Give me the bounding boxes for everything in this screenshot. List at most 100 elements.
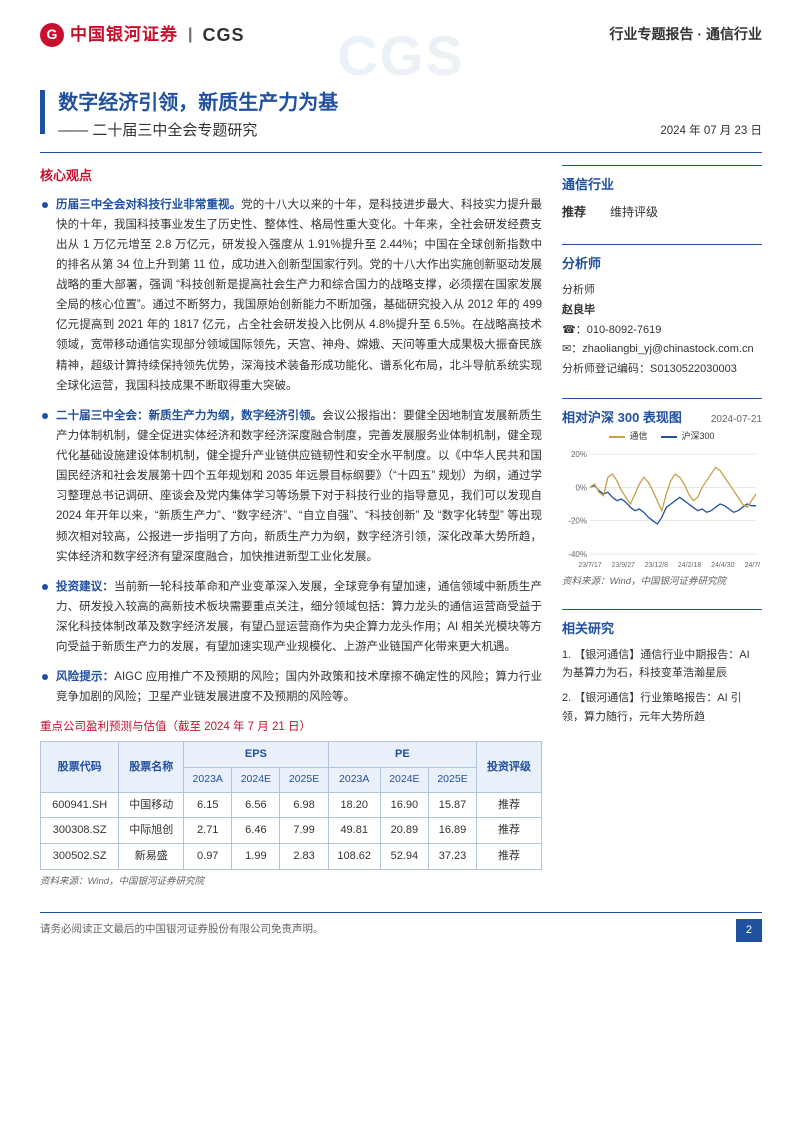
table-cell: 18.20 — [328, 792, 380, 818]
table-cell: 1.99 — [232, 844, 280, 870]
table-source: 资料来源：Wind，中国银河证券研究院 — [40, 874, 542, 890]
table-cell: 6.46 — [232, 818, 280, 844]
main-title: 数字经济引领，新质生产力为基 — [58, 90, 338, 116]
chart-svg: 20% 0% -20% -40% 23/7/17 23/9/27 23/12/8 24/2/1… — [562, 450, 760, 570]
svg-text:-20%: -20% — [568, 517, 587, 526]
table-cell: 推荐 — [477, 844, 542, 870]
title-block: 数字经济引领，新质生产力为基 —— 二十届三中全会专题研究 2024 年 07 … — [0, 64, 802, 152]
table-cell: 108.62 — [328, 844, 380, 870]
table-cell: 6.98 — [280, 792, 328, 818]
svg-text:20%: 20% — [571, 450, 587, 459]
table-row: 600941.SH中国移动6.156.566.9818.2016.9015.87… — [41, 792, 542, 818]
industry-title: 通信行业 — [562, 174, 762, 196]
header: G 中国银河证券 | CGS 行业专题报告 · 通信行业 — [0, 0, 802, 64]
th-year: 2024E — [380, 767, 428, 792]
table-cell: 15.87 — [428, 792, 476, 818]
analyst-email-value: zhaoliangbi_yj@chinastock.com.cn — [582, 343, 753, 355]
core-bullet: 风险提示：AIGC 应用推广不及预期的风险；国内外政策和技术摩擦不确定性的风险；… — [40, 667, 542, 707]
bullet-lead: 历届三中全会对科技行业非常重视。 — [56, 199, 241, 211]
table-cell: 0.97 — [184, 844, 232, 870]
mail-icon: ✉ — [562, 343, 571, 355]
table-cell: 2.71 — [184, 818, 232, 844]
legend-swatch-1 — [609, 436, 625, 438]
title-accent-bar — [40, 90, 45, 134]
phone-icon: ☎ — [562, 324, 576, 336]
sub-title: —— 二十届三中全会专题研究 — [58, 118, 338, 144]
th-year: 2023A — [328, 767, 380, 792]
legend-label-2: 沪深300 — [681, 429, 714, 444]
core-bullet: 投资建议：当前新一轮科技革命和产业变革深入发展，全球竞争有望加速，通信领域中新质… — [40, 577, 542, 658]
table-cell: 52.94 — [380, 844, 428, 870]
related-item: 2. 【银河通信】行业策略报告：AI 引领，算力随行，元年大势所趋 — [562, 689, 762, 726]
main-column: 核心观点 历届三中全会对科技行业非常重视。党的十八大以来的十年，是科技进步最大、… — [40, 165, 542, 890]
bullet-body: 会议公报指出：要健全因地制宜发展新质生产力体制机制，健全促进实体经济和数字经济深… — [56, 410, 542, 563]
rec-value: 维持评级 — [610, 202, 658, 222]
table-cell: 中际旭创 — [119, 818, 184, 844]
table-cell: 300502.SZ — [41, 844, 119, 870]
th-year: 2024E — [232, 767, 280, 792]
chart-legend: 通信 沪深300 — [562, 429, 762, 444]
table-cell: 20.89 — [380, 818, 428, 844]
table-cell: 中国移动 — [119, 792, 184, 818]
bullet-body: 党的十八大以来的十年，是科技进步最大、科技实力提升最快的十年，我国科技事业发生了… — [56, 199, 542, 392]
analyst-name: 赵良毕 — [562, 301, 762, 321]
related-block: 相关研究 1. 【银河通信】通信行业中期报告：AI 为基算力为石，科技变革浩瀚星… — [562, 609, 762, 745]
table-cell: 新易盛 — [119, 844, 184, 870]
logo-icon: G — [40, 23, 64, 47]
svg-text:23/12/8: 23/12/8 — [645, 562, 668, 569]
logo: G 中国银河证券 | CGS — [40, 20, 245, 51]
bullet-lead: 风险提示： — [56, 671, 114, 683]
analyst-reg: 分析师登记编码：S0130522030003 — [562, 360, 762, 380]
core-bullet: 历届三中全会对科技行业非常重视。党的十八大以来的十年，是科技进步最大、科技实力提… — [40, 195, 542, 396]
th-year: 2025E — [280, 767, 328, 792]
th-name: 股票名称 — [119, 742, 184, 793]
footer: 请务必阅读正文最后的中国银河证券股份有限公司免责声明。 2 — [0, 913, 802, 954]
table-cell: 推荐 — [477, 818, 542, 844]
table-cell: 推荐 — [477, 792, 542, 818]
related-title: 相关研究 — [562, 618, 762, 640]
th-rating: 投资评级 — [477, 742, 542, 793]
chart-block: 相对沪深 300 表现图 2024-07-21 通信 沪深300 20%0%-2… — [562, 398, 762, 603]
svg-text:24/2/18: 24/2/18 — [678, 562, 701, 569]
th-code: 股票代码 — [41, 742, 119, 793]
table-row: 300308.SZ中际旭创2.716.467.9949.8120.8916.89… — [41, 818, 542, 844]
bullet-lead: 二十届三中全会：新质生产力为纲，数字经济引领。 — [56, 410, 322, 422]
table-cell: 6.56 — [232, 792, 280, 818]
svg-text:-40%: -40% — [568, 550, 587, 559]
core-views-list: 历届三中全会对科技行业非常重视。党的十八大以来的十年，是科技进步最大、科技实力提… — [40, 195, 542, 708]
logo-text-en: CGS — [202, 20, 244, 51]
bullet-lead: 投资建议： — [56, 581, 114, 593]
table-cell: 2.83 — [280, 844, 328, 870]
analyst-role: 分析师 — [562, 281, 762, 301]
table-cell: 600941.SH — [41, 792, 119, 818]
analyst-block: 分析师 分析师 赵良毕 ☎：010-8092-7619 ✉：zhaoliangb… — [562, 244, 762, 392]
sidebar: 通信行业 推荐 维持评级 分析师 分析师 赵良毕 ☎：010-8092-7619… — [562, 165, 762, 890]
th-year: 2023A — [184, 767, 232, 792]
table-cell: 16.90 — [380, 792, 428, 818]
legend-swatch-2 — [661, 436, 677, 438]
bullet-body: 当前新一轮科技革命和产业变革深入发展，全球竞争有望加速，通信领域中新质生产力、研… — [56, 581, 542, 653]
legend-label-1: 通信 — [629, 429, 647, 444]
svg-text:24/4/30: 24/4/30 — [711, 562, 734, 569]
chart-source: 资料来源：Wind，中国银河证券研究院 — [562, 574, 762, 590]
logo-divider: | — [188, 21, 192, 48]
table-row: 300502.SZ新易盛0.971.992.83108.6252.9437.23… — [41, 844, 542, 870]
bullet-body: AIGC 应用推广不及预期的风险；国内外政策和技术摩擦不确定性的风险；算力行业竞… — [56, 671, 542, 703]
publish-date: 2024 年 07 月 23 日 — [660, 122, 762, 142]
header-category: 行业专题报告 · 通信行业 — [610, 23, 762, 47]
table-title: 重点公司盈利预测与估值（截至 2024 年 7 月 21 日） — [40, 718, 542, 738]
svg-text:23/9/27: 23/9/27 — [612, 562, 635, 569]
svg-text:23/7/17: 23/7/17 — [578, 562, 601, 569]
forecast-table: 股票代码 股票名称 EPS PE 投资评级 2023A2024E2025E202… — [40, 741, 542, 870]
performance-chart: 20% 0% -20% -40% 23/7/17 23/9/27 23/12/8 24/2/1… — [562, 450, 760, 570]
svg-text:24/7/11: 24/7/11 — [745, 562, 760, 569]
table-cell: 49.81 — [328, 818, 380, 844]
analyst-title: 分析师 — [562, 253, 762, 275]
logo-text-cn: 中国银河证券 — [70, 21, 178, 50]
th-pe: PE — [328, 742, 476, 768]
chart-date: 2024-07-21 — [711, 411, 762, 428]
svg-text:0%: 0% — [575, 484, 587, 493]
analyst-phone-value: 010-8092-7619 — [587, 324, 662, 336]
table-cell: 7.99 — [280, 818, 328, 844]
th-eps: EPS — [184, 742, 328, 768]
